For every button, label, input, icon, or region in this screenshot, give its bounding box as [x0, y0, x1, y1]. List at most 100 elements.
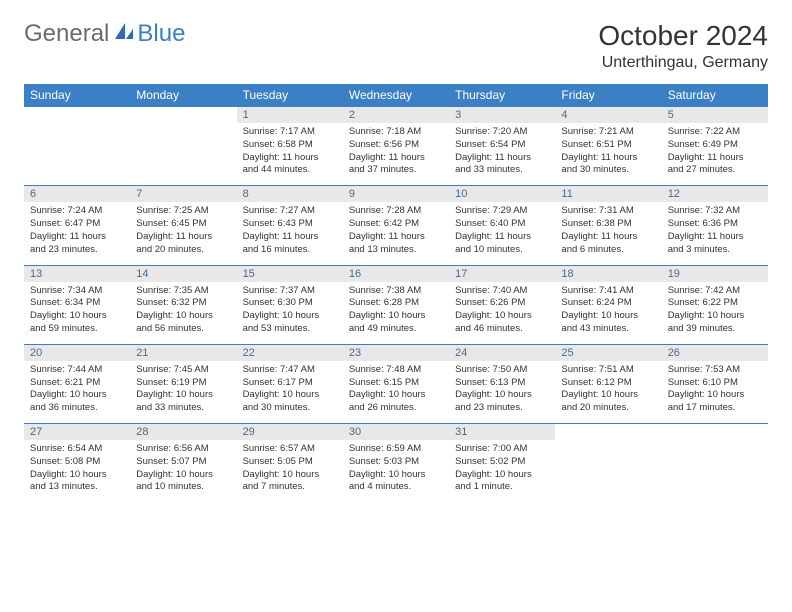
day-number: 26 [662, 345, 768, 361]
calendar-day-cell: 9Sunrise: 7:28 AMSunset: 6:42 PMDaylight… [343, 186, 449, 265]
calendar-day-cell: 15Sunrise: 7:37 AMSunset: 6:30 PMDayligh… [237, 265, 343, 344]
day-number: 4 [555, 107, 661, 123]
calendar-day-cell: 25Sunrise: 7:51 AMSunset: 6:12 PMDayligh… [555, 344, 661, 423]
calendar-day-cell: 24Sunrise: 7:50 AMSunset: 6:13 PMDayligh… [449, 344, 555, 423]
calendar-day-cell: 4Sunrise: 7:21 AMSunset: 6:51 PMDaylight… [555, 107, 661, 186]
calendar-day-cell: 27Sunrise: 6:54 AMSunset: 5:08 PMDayligh… [24, 424, 130, 503]
day-number: 6 [24, 186, 130, 202]
weekday-header: Thursday [449, 84, 555, 107]
day-number: 7 [130, 186, 236, 202]
day-number: 5 [662, 107, 768, 123]
calendar-table: SundayMondayTuesdayWednesdayThursdayFrid… [24, 84, 768, 502]
day-number: 19 [662, 266, 768, 282]
day-number: 8 [237, 186, 343, 202]
calendar-day-cell: 8Sunrise: 7:27 AMSunset: 6:43 PMDaylight… [237, 186, 343, 265]
day-number: 28 [130, 424, 236, 440]
day-detail-text: Sunrise: 7:27 AMSunset: 6:43 PMDaylight:… [237, 202, 343, 264]
day-number: 17 [449, 266, 555, 282]
calendar-day-cell: 13Sunrise: 7:34 AMSunset: 6:34 PMDayligh… [24, 265, 130, 344]
logo-text-blue: Blue [137, 20, 185, 48]
day-number: 27 [24, 424, 130, 440]
calendar-day-cell: 16Sunrise: 7:38 AMSunset: 6:28 PMDayligh… [343, 265, 449, 344]
day-number: 21 [130, 345, 236, 361]
calendar-day-cell: 10Sunrise: 7:29 AMSunset: 6:40 PMDayligh… [449, 186, 555, 265]
day-number: 22 [237, 345, 343, 361]
logo-text-general: General [24, 20, 109, 48]
day-detail-text: Sunrise: 7:29 AMSunset: 6:40 PMDaylight:… [449, 202, 555, 264]
logo-sail-icon [113, 20, 135, 48]
day-detail-text: Sunrise: 7:41 AMSunset: 6:24 PMDaylight:… [555, 282, 661, 344]
calendar-day-cell: 20Sunrise: 7:44 AMSunset: 6:21 PMDayligh… [24, 344, 130, 423]
day-number: 14 [130, 266, 236, 282]
day-number: 29 [237, 424, 343, 440]
calendar-day-cell: 12Sunrise: 7:32 AMSunset: 6:36 PMDayligh… [662, 186, 768, 265]
day-detail-text: Sunrise: 6:57 AMSunset: 5:05 PMDaylight:… [237, 440, 343, 502]
page-title: October 2024 [598, 20, 768, 52]
calendar-week-row: 27Sunrise: 6:54 AMSunset: 5:08 PMDayligh… [24, 424, 768, 503]
day-number: 25 [555, 345, 661, 361]
calendar-empty-cell [130, 107, 236, 186]
day-detail-text: Sunrise: 7:31 AMSunset: 6:38 PMDaylight:… [555, 202, 661, 264]
day-number: 9 [343, 186, 449, 202]
day-detail-text: Sunrise: 7:17 AMSunset: 6:58 PMDaylight:… [237, 123, 343, 185]
weekday-header: Sunday [24, 84, 130, 107]
day-detail-text: Sunrise: 7:42 AMSunset: 6:22 PMDaylight:… [662, 282, 768, 344]
day-number: 10 [449, 186, 555, 202]
calendar-day-cell: 29Sunrise: 6:57 AMSunset: 5:05 PMDayligh… [237, 424, 343, 503]
day-detail-text: Sunrise: 7:32 AMSunset: 6:36 PMDaylight:… [662, 202, 768, 264]
logo: General Blue [24, 20, 185, 48]
day-number: 1 [237, 107, 343, 123]
calendar-day-cell: 11Sunrise: 7:31 AMSunset: 6:38 PMDayligh… [555, 186, 661, 265]
calendar-day-cell: 14Sunrise: 7:35 AMSunset: 6:32 PMDayligh… [130, 265, 236, 344]
calendar-day-cell: 30Sunrise: 6:59 AMSunset: 5:03 PMDayligh… [343, 424, 449, 503]
day-detail-text: Sunrise: 7:20 AMSunset: 6:54 PMDaylight:… [449, 123, 555, 185]
day-detail-text: Sunrise: 7:47 AMSunset: 6:17 PMDaylight:… [237, 361, 343, 423]
day-number: 16 [343, 266, 449, 282]
day-detail-text: Sunrise: 7:45 AMSunset: 6:19 PMDaylight:… [130, 361, 236, 423]
day-detail-text: Sunrise: 7:24 AMSunset: 6:47 PMDaylight:… [24, 202, 130, 264]
day-number: 30 [343, 424, 449, 440]
day-detail-text: Sunrise: 7:21 AMSunset: 6:51 PMDaylight:… [555, 123, 661, 185]
location-label: Unterthingau, Germany [598, 54, 768, 72]
day-detail-text: Sunrise: 6:56 AMSunset: 5:07 PMDaylight:… [130, 440, 236, 502]
title-block: October 2024 Unterthingau, Germany [598, 20, 768, 72]
day-number: 18 [555, 266, 661, 282]
day-number: 12 [662, 186, 768, 202]
day-detail-text: Sunrise: 7:00 AMSunset: 5:02 PMDaylight:… [449, 440, 555, 502]
calendar-week-row: 1Sunrise: 7:17 AMSunset: 6:58 PMDaylight… [24, 107, 768, 186]
day-number: 11 [555, 186, 661, 202]
calendar-week-row: 20Sunrise: 7:44 AMSunset: 6:21 PMDayligh… [24, 344, 768, 423]
weekday-header: Saturday [662, 84, 768, 107]
day-detail-text: Sunrise: 6:59 AMSunset: 5:03 PMDaylight:… [343, 440, 449, 502]
day-detail-text: Sunrise: 7:51 AMSunset: 6:12 PMDaylight:… [555, 361, 661, 423]
day-detail-text: Sunrise: 7:25 AMSunset: 6:45 PMDaylight:… [130, 202, 236, 264]
day-detail-text: Sunrise: 7:28 AMSunset: 6:42 PMDaylight:… [343, 202, 449, 264]
calendar-empty-cell [24, 107, 130, 186]
calendar-body: 1Sunrise: 7:17 AMSunset: 6:58 PMDaylight… [24, 107, 768, 503]
day-number: 2 [343, 107, 449, 123]
day-detail-text: Sunrise: 7:35 AMSunset: 6:32 PMDaylight:… [130, 282, 236, 344]
day-detail-text: Sunrise: 7:53 AMSunset: 6:10 PMDaylight:… [662, 361, 768, 423]
day-detail-text: Sunrise: 6:54 AMSunset: 5:08 PMDaylight:… [24, 440, 130, 502]
weekday-header: Monday [130, 84, 236, 107]
calendar-day-cell: 17Sunrise: 7:40 AMSunset: 6:26 PMDayligh… [449, 265, 555, 344]
calendar-day-cell: 26Sunrise: 7:53 AMSunset: 6:10 PMDayligh… [662, 344, 768, 423]
day-detail-text: Sunrise: 7:34 AMSunset: 6:34 PMDaylight:… [24, 282, 130, 344]
day-detail-text: Sunrise: 7:44 AMSunset: 6:21 PMDaylight:… [24, 361, 130, 423]
calendar-header-row: SundayMondayTuesdayWednesdayThursdayFrid… [24, 84, 768, 107]
weekday-header: Tuesday [237, 84, 343, 107]
day-detail-text: Sunrise: 7:38 AMSunset: 6:28 PMDaylight:… [343, 282, 449, 344]
day-number: 15 [237, 266, 343, 282]
header: General Blue October 2024 Unterthingau, … [24, 20, 768, 72]
calendar-empty-cell [662, 424, 768, 503]
calendar-week-row: 13Sunrise: 7:34 AMSunset: 6:34 PMDayligh… [24, 265, 768, 344]
calendar-day-cell: 2Sunrise: 7:18 AMSunset: 6:56 PMDaylight… [343, 107, 449, 186]
calendar-week-row: 6Sunrise: 7:24 AMSunset: 6:47 PMDaylight… [24, 186, 768, 265]
day-detail-text: Sunrise: 7:48 AMSunset: 6:15 PMDaylight:… [343, 361, 449, 423]
calendar-day-cell: 5Sunrise: 7:22 AMSunset: 6:49 PMDaylight… [662, 107, 768, 186]
weekday-header: Wednesday [343, 84, 449, 107]
calendar-day-cell: 1Sunrise: 7:17 AMSunset: 6:58 PMDaylight… [237, 107, 343, 186]
day-number: 20 [24, 345, 130, 361]
day-detail-text: Sunrise: 7:18 AMSunset: 6:56 PMDaylight:… [343, 123, 449, 185]
calendar-day-cell: 21Sunrise: 7:45 AMSunset: 6:19 PMDayligh… [130, 344, 236, 423]
